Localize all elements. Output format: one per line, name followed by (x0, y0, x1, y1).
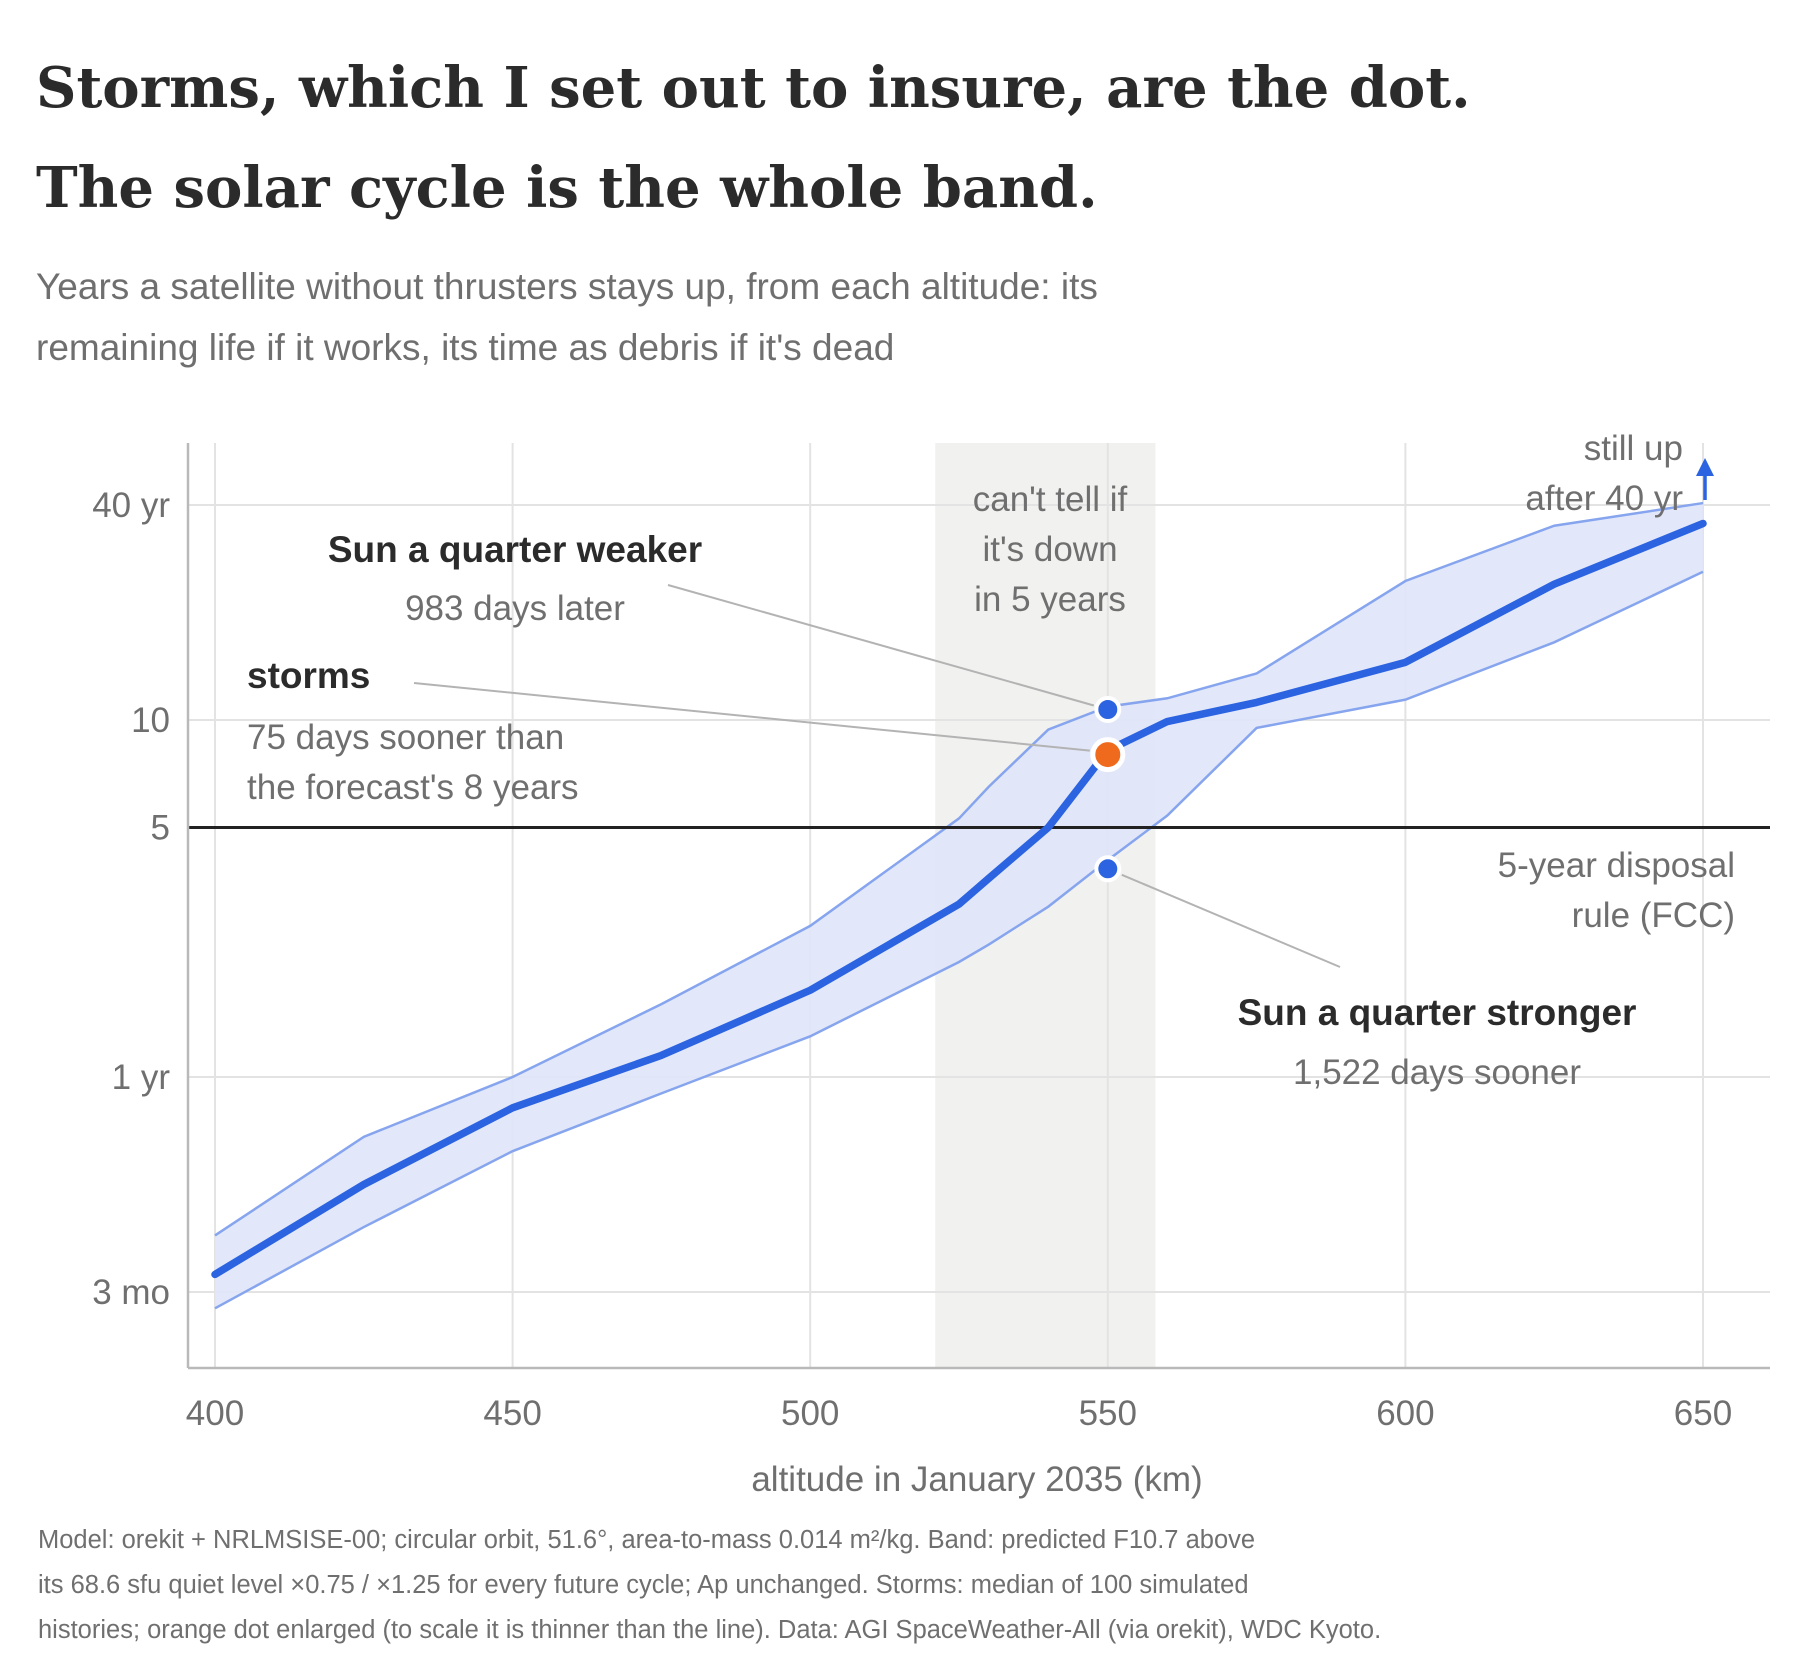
subtitle-line-1: Years a satellite without thrusters stay… (36, 266, 1098, 307)
shade-annotation-line: can't tell if (973, 480, 1128, 519)
weaker-annotation-detail: 983 days later (405, 589, 625, 628)
y-tick-label: 5 (151, 808, 170, 847)
shade-annotation-line: in 5 years (974, 580, 1126, 619)
forecast-line (211, 519, 1707, 1279)
x-tick-label: 500 (781, 1394, 839, 1433)
leader-layer (413, 584, 1341, 968)
title-line-1: Storms, which I set out to insure, are t… (36, 55, 1471, 121)
still-up-arrow-head (1696, 458, 1714, 476)
band-upper-line (214, 501, 1704, 1237)
y-tick-label: 1 yr (112, 1058, 171, 1097)
points-layer (1090, 695, 1126, 883)
stronger-leader-line (1121, 873, 1341, 968)
footnote-line-1: Model: orekit + NRLMSISE-00; circular or… (38, 1526, 1256, 1554)
disposal-rule-label-line: 5-year disposal (1498, 846, 1735, 885)
labels-layer: can't tell if it's down in 5 years still up… (247, 429, 1735, 1092)
still-up-label-line: after 40 yr (1525, 479, 1683, 518)
x-tick-label: 550 (1079, 1394, 1137, 1433)
storms-dot (1090, 737, 1126, 773)
x-tick-label: 400 (186, 1394, 244, 1433)
stronger-annotation-title: Sun a quarter stronger (1238, 992, 1637, 1033)
y-tick-label: 10 (131, 701, 170, 740)
axes-layer: 3 mo 1 yr 5 10 40 yr 400 450 500 550 600 650 altitu… (92, 443, 1770, 1499)
x-axis-title: altitude in January 2035 (km) (751, 1460, 1202, 1499)
shade-annotation-line: it's down (982, 530, 1117, 569)
y-tick-label: 40 yr (92, 486, 170, 525)
title-line-2: The solar cycle is the whole band. (36, 155, 1098, 221)
chart-title: Storms, which I set out to insure, are t… (36, 38, 1736, 238)
disposal-rule-label-line: rule (FCC) (1572, 896, 1735, 935)
footnote-line-3: histories; orange dot enlarged (to scale… (38, 1616, 1382, 1644)
x-tick-label: 650 (1674, 1394, 1732, 1433)
footnote: Model: orekit + NRLMSISE-00; circular or… (38, 1518, 1738, 1653)
chart-subtitle: Years a satellite without thrusters stay… (36, 256, 1436, 378)
y-tick-label: 3 mo (92, 1273, 170, 1312)
storms-annotation-detail: 75 days sooner than (247, 718, 564, 757)
weaker-leader-line (667, 584, 1095, 707)
footnote-line-2: its 68.6 sfu quiet level ×0.75 / ×1.25 f… (38, 1571, 1249, 1599)
stronger-annotation-detail: 1,522 days sooner (1293, 1053, 1581, 1092)
storms-annotation-title: storms (247, 655, 370, 696)
weaker-annotation-title: Sun a quarter weaker (328, 529, 702, 570)
stronger-sun-dot (1094, 855, 1122, 883)
still-up-label-line: still up (1584, 429, 1683, 468)
x-tick-label: 600 (1376, 1394, 1434, 1433)
storms-annotation-detail: the forecast's 8 years (247, 768, 579, 807)
forecast-layer (211, 519, 1707, 1279)
subtitle-line-2: remaining life if it works, its time as … (36, 327, 895, 368)
band-lower-line (214, 570, 1704, 1310)
weaker-sun-dot (1094, 695, 1122, 723)
x-tick-label: 450 (483, 1394, 541, 1433)
storms-leader-line (413, 682, 1090, 752)
